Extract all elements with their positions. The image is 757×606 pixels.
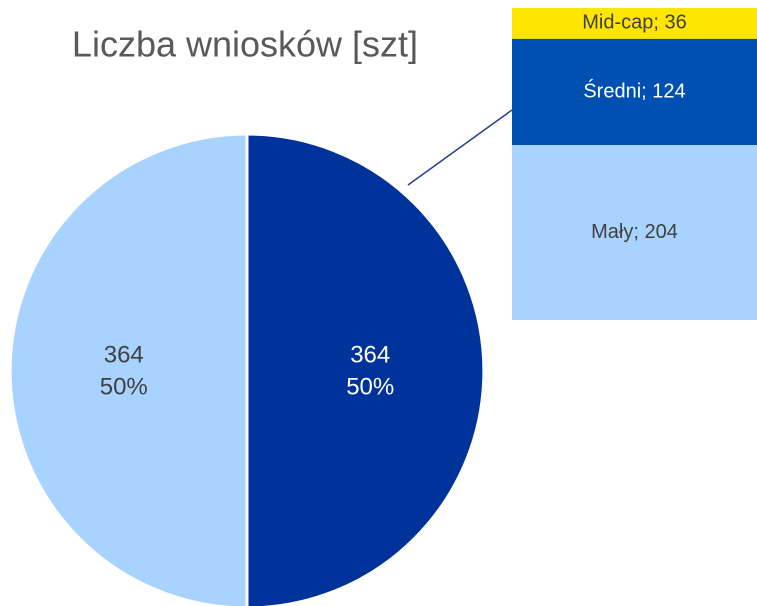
slice-value-label: 364 — [350, 341, 390, 368]
slice-value-label: 364 — [104, 341, 144, 368]
breakdown-label: Średni; 124 — [583, 78, 685, 102]
pie-slice — [245, 132, 486, 606]
connector-line — [407, 109, 513, 186]
slice-percent-label: 50% — [346, 373, 394, 400]
breakdown-bar — [512, 38, 757, 146]
pie-slice — [8, 132, 249, 606]
breakdown-bar — [512, 8, 757, 39]
chart-title: Liczba wniosków [szt] — [72, 24, 418, 65]
slice-percent-label: 50% — [100, 373, 148, 400]
breakdown-label: Mid-cap; 36 — [582, 12, 687, 34]
breakdown-bar — [512, 145, 757, 320]
breakdown-label: Mały; 204 — [591, 221, 678, 243]
